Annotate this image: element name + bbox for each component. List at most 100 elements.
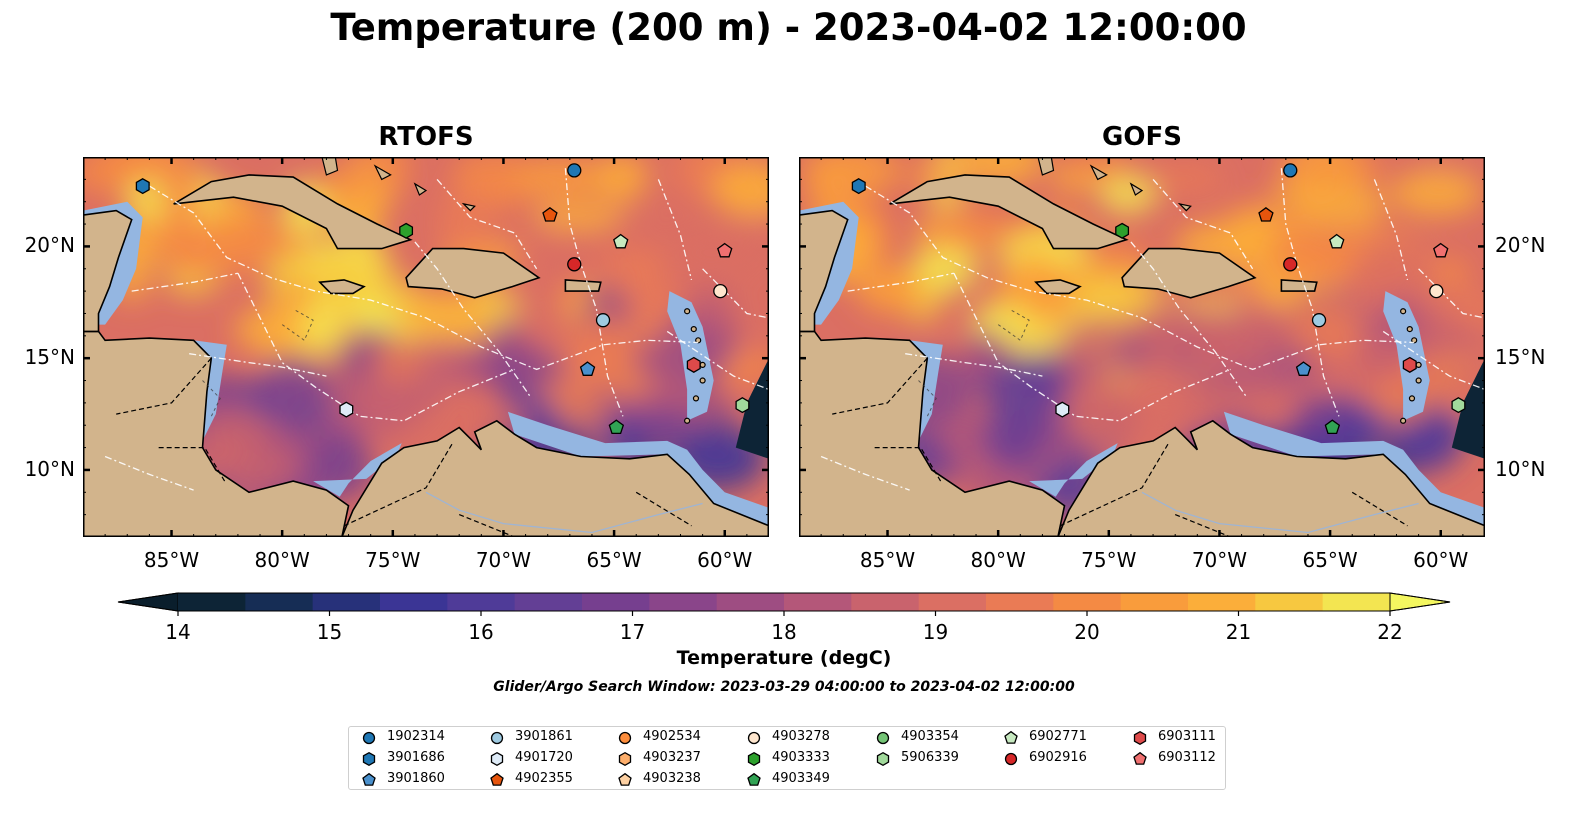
float-marker-4901720 — [339, 401, 354, 418]
x-tick-label: 80°W — [970, 548, 1026, 572]
search-window-text: Glider/Argo Search Window: 2023-03-29 04… — [493, 679, 1075, 695]
x-tick-label: 65°W — [586, 548, 642, 572]
x-tick-label: 75°W — [365, 548, 421, 572]
colorbar-segment — [245, 593, 314, 611]
colorbar-tick-label: 18 — [771, 620, 797, 644]
legend-label: 3901861 — [515, 729, 573, 744]
float-marker-1902314 — [1283, 163, 1298, 178]
float-marker-3901686 — [135, 178, 150, 195]
x-tick-label: 85°W — [143, 548, 200, 572]
colorbar-tick-label: 17 — [619, 620, 646, 644]
float-marker-1902314 — [567, 163, 582, 178]
x-tick-label: 70°W — [475, 548, 532, 572]
float-marker-6902916 — [567, 257, 582, 272]
legend-label: 6903111 — [1158, 729, 1216, 744]
colorbar-segment — [1188, 593, 1256, 611]
y-tick-label-left: 20°N — [24, 233, 75, 258]
colorbar-segment — [312, 593, 381, 611]
legend-marker-6903112 — [1133, 751, 1147, 765]
float-marker-4902355 — [1258, 206, 1274, 222]
colorbar-segment — [380, 593, 448, 611]
legend-marker-5906339 — [876, 751, 890, 767]
legend-marker-4903237 — [618, 751, 632, 767]
legend-label: 4903237 — [643, 750, 701, 765]
colorbar-tick-label: 15 — [316, 620, 343, 644]
colorbar-segment — [514, 593, 583, 611]
legend-label: 3901686 — [387, 750, 445, 765]
legend-marker-4903354 — [876, 731, 890, 745]
colorbar-segment — [986, 593, 1054, 611]
float-marker-6903112 — [1433, 242, 1449, 258]
colorbar-segment — [1053, 593, 1122, 611]
colorbar-segment — [918, 593, 987, 611]
colorbar-segment — [582, 593, 650, 611]
legend-marker-4903238 — [618, 772, 632, 786]
x-tick-label: 75°W — [1081, 548, 1137, 572]
colorbar-segment — [1255, 593, 1324, 611]
map-gofs — [799, 157, 1485, 537]
colorbar — [117, 592, 1451, 616]
float-marker-3901861 — [595, 313, 611, 328]
legend-label: 4902534 — [643, 729, 701, 744]
map-panel-rtofs — [83, 157, 769, 537]
float-marker-4903333 — [399, 222, 414, 239]
float-marker-6903112 — [717, 242, 733, 258]
legend-label: 1902314 — [387, 729, 445, 744]
x-tick-label: 60°W — [1413, 548, 1469, 572]
colorbar-segment — [1322, 593, 1391, 611]
colorbar-segment — [716, 593, 785, 611]
colorbar-segment — [649, 593, 718, 611]
float-marker-6903111 — [686, 356, 701, 373]
legend-label: 4903238 — [643, 771, 701, 786]
colorbar-tick-label: 14 — [165, 620, 191, 644]
y-tick-label-left: 15°N — [24, 345, 75, 370]
legend-marker-4903349 — [747, 772, 761, 786]
legend-label: 6902771 — [1029, 729, 1087, 744]
colorbar-tick-label: 20 — [1074, 620, 1100, 644]
legend-label: 4903278 — [772, 729, 830, 744]
legend-label: 4903349 — [772, 771, 830, 786]
colorbar-tick-label: 22 — [1377, 620, 1403, 644]
float-marker-4903278 — [1429, 283, 1444, 299]
legend-label: 4903333 — [772, 750, 830, 765]
colorbar-tick-label: 16 — [468, 620, 494, 644]
x-tick-label: 65°W — [1302, 548, 1358, 572]
x-tick-label: 70°W — [1191, 548, 1248, 572]
x-tick-label: 85°W — [859, 548, 916, 572]
float-marker-4903349 — [1324, 419, 1341, 435]
y-tick-label-right: 20°N — [1495, 233, 1546, 258]
legend-label: 6903112 — [1158, 750, 1216, 765]
colorbar-label: Temperature (degC) — [676, 647, 892, 669]
legend-marker-4902534 — [618, 731, 632, 745]
legend-marker-4902355 — [490, 772, 504, 786]
panel-title-rtofs: RTOFS — [378, 122, 474, 152]
legend-marker-4903278 — [747, 731, 761, 745]
legend-marker-4901720 — [490, 751, 504, 767]
float-marker-3901686 — [851, 178, 866, 195]
legend: 1902314 3901686 3901860 3901861 4901720 49023… — [348, 726, 1226, 790]
colorbar-segment — [784, 593, 852, 611]
legend-label: 5906339 — [901, 750, 959, 765]
legend-marker-6902916 — [1004, 752, 1018, 766]
legend-marker-4903333 — [747, 751, 761, 767]
float-marker-4903333 — [1115, 222, 1130, 239]
x-tick-label: 80°W — [254, 548, 310, 572]
float-marker-4901720 — [1055, 401, 1070, 418]
colorbar-tick-label: 19 — [922, 620, 949, 644]
float-marker-5906339 — [1451, 397, 1466, 414]
float-marker-6902771 — [613, 233, 629, 249]
legend-marker-1902314 — [362, 731, 376, 745]
legend-marker-6903111 — [1133, 730, 1147, 746]
float-marker-4902355 — [542, 206, 558, 222]
colorbar-segment — [851, 593, 920, 611]
colorbar-extend-high — [1389, 592, 1451, 612]
float-marker-5906339 — [735, 397, 750, 414]
colorbar-segment — [1120, 593, 1189, 611]
float-marker-6903111 — [1402, 356, 1417, 373]
float-marker-3901861 — [1311, 313, 1327, 328]
colorbar-tick-label: 21 — [1225, 620, 1252, 644]
legend-marker-3901861 — [490, 731, 504, 745]
float-marker-3901860 — [1295, 361, 1312, 376]
float-marker-3901860 — [579, 361, 596, 376]
y-tick-label-right: 15°N — [1495, 345, 1546, 370]
